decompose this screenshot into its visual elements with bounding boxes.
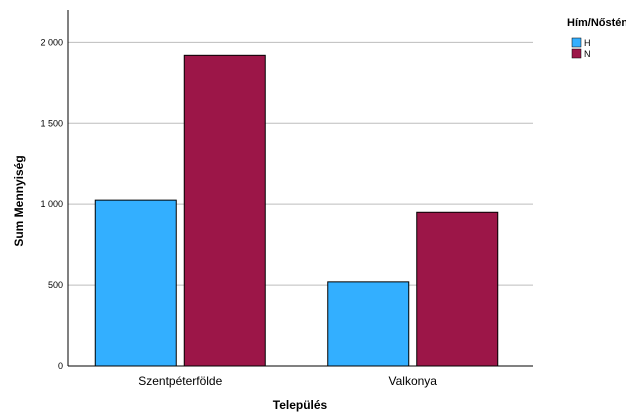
x-category-label: Valkonya	[389, 374, 438, 388]
bar-H-1	[94, 199, 177, 367]
y-tick-label: 2 000	[40, 37, 63, 47]
legend-label-N: N	[584, 49, 591, 59]
bar-N-1	[183, 54, 266, 367]
y-tick-labels: 0 500 1 000 1 500 2 000	[40, 37, 63, 371]
y-tick-label: 1 000	[40, 199, 63, 209]
y-axis-title: Sum Mennyiség	[12, 155, 26, 246]
y-tick-label: 500	[48, 280, 63, 290]
bar-H-2	[327, 281, 410, 367]
legend-label-H: H	[584, 38, 591, 48]
y-tick-label: 1 500	[40, 118, 63, 128]
bars	[94, 54, 499, 367]
legend-title: Hím/Nőstény	[567, 17, 626, 29]
legend-swatch-N	[571, 48, 582, 59]
legend: HN	[571, 37, 591, 59]
x-category-label: Szentpéterfölde	[138, 374, 222, 388]
legend-swatch-H	[571, 37, 582, 48]
bar-N-2	[416, 211, 499, 367]
x-axis-title: Település	[273, 398, 328, 412]
x-category-labels: Szentpéterfölde Valkonya	[138, 374, 437, 388]
y-tick-label: 0	[58, 361, 63, 371]
